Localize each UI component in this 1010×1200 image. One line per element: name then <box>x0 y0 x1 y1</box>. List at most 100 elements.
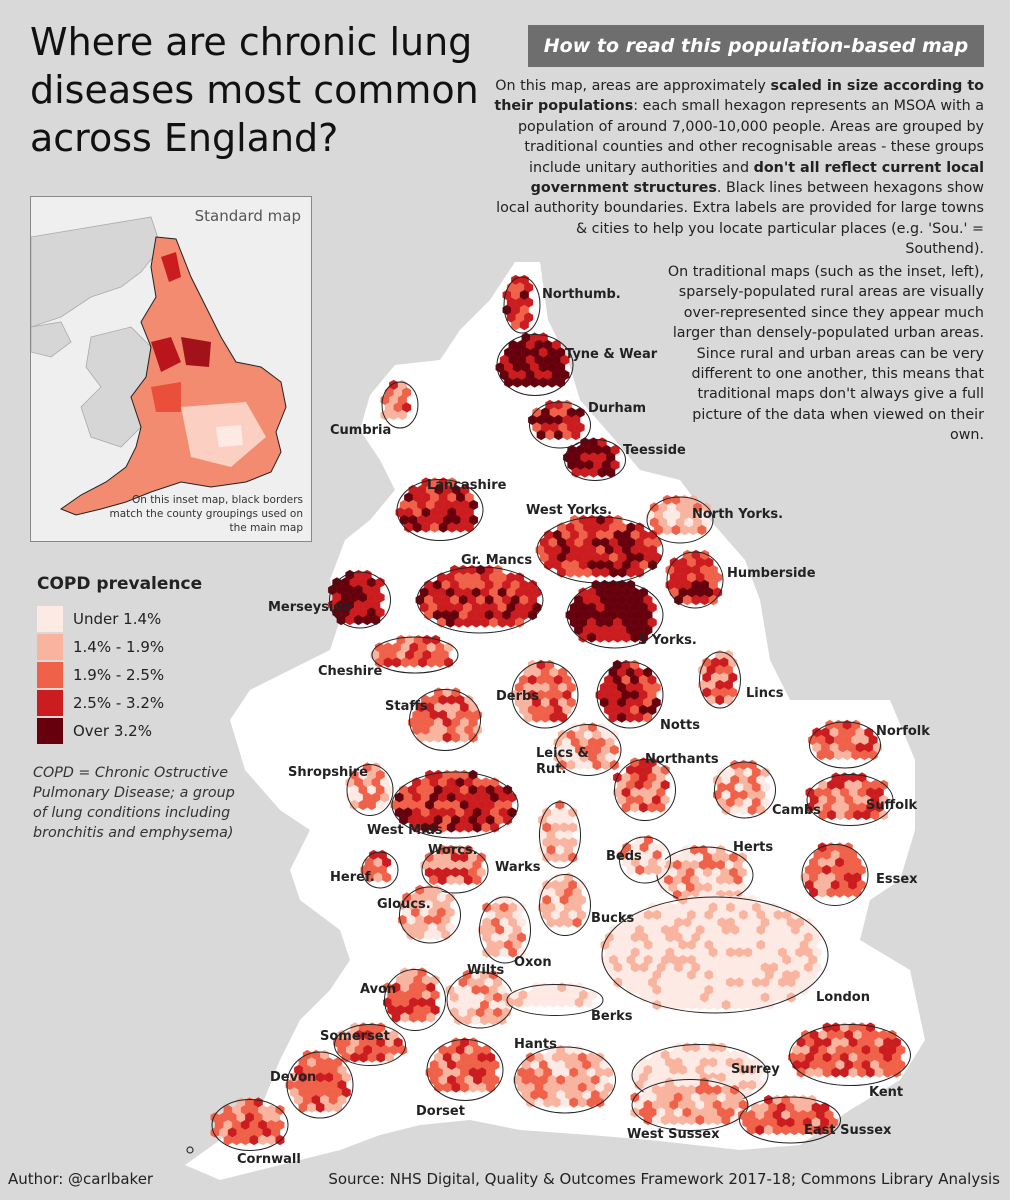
legend: Under 1.4% 1.4% - 1.9% 1.9% - 2.5% 2.5% … <box>37 605 164 745</box>
region-hex-cluster <box>510 659 579 729</box>
region-hex-cluster <box>655 844 754 904</box>
region-hex-cluster <box>360 849 399 889</box>
region-label: Wilts <box>467 963 505 978</box>
inset-caption: On this inset map, black borders match t… <box>109 494 304 534</box>
region-outline <box>601 896 829 1014</box>
hex-layer <box>210 274 911 1151</box>
region-label: Tyne & Wear <box>565 347 658 362</box>
legend-label: 2.5% - 3.2% <box>73 694 165 712</box>
msoa-hexagon <box>656 802 666 813</box>
region-hex-cluster <box>535 514 664 584</box>
region-outline <box>809 721 881 769</box>
region-outline <box>666 551 724 609</box>
region-hex-cluster <box>538 799 581 869</box>
msoa-hexagon <box>516 947 526 958</box>
msoa-hexagon <box>397 409 407 421</box>
region-outline <box>399 886 461 944</box>
region-label: Cambs <box>772 803 821 818</box>
region-label: Gloucs. <box>377 897 431 912</box>
msoa-hexagon <box>572 917 582 928</box>
legend-label: 1.4% - 1.9% <box>73 638 165 656</box>
msoa-hexagon <box>468 732 478 743</box>
msoa-hexagon <box>824 1124 834 1136</box>
region-hex-cluster <box>395 477 484 541</box>
region-label: Shropshire <box>288 765 368 780</box>
msoa-hexagon <box>852 887 862 898</box>
region-outline <box>409 689 481 751</box>
region-hex-cluster <box>808 719 882 769</box>
region-label: North Yorks. <box>692 507 784 522</box>
legend-swatch <box>37 690 63 716</box>
msoa-hexagon <box>556 377 566 388</box>
region-label: Somerset <box>320 1029 390 1044</box>
region-outline <box>416 566 544 634</box>
region-outline <box>739 1096 841 1144</box>
region-label: Lincs <box>746 686 784 701</box>
region-label: Merseyside <box>268 600 352 615</box>
region-outline <box>396 479 484 541</box>
inset-standard-map: Standard map On this inset map, black bo… <box>30 196 312 542</box>
region-label: Cumbria <box>330 423 392 438</box>
region-outline <box>529 401 591 449</box>
howto-paragraph-1: On this map, areas are approximately sca… <box>494 78 984 258</box>
region-hex-cluster <box>380 379 419 429</box>
region-label: Derbs <box>496 689 540 704</box>
region-label: S Yorks. <box>638 633 697 648</box>
legend-label: 1.9% - 2.5% <box>73 666 165 684</box>
region-hex-cluster <box>370 634 459 674</box>
legend-swatch <box>37 634 63 660</box>
region-hex-cluster <box>420 844 489 894</box>
region-outline <box>806 774 894 826</box>
page-title: Where are chronic lung diseases most com… <box>30 20 479 160</box>
inset-nireland <box>31 321 72 358</box>
region-outline <box>554 724 622 776</box>
msoa-hexagon <box>652 864 662 876</box>
region-label: Cornwall <box>237 1152 301 1167</box>
region-hex-cluster <box>630 1077 749 1131</box>
region-outline <box>714 761 776 819</box>
region-outline <box>361 851 399 889</box>
region-outline <box>539 874 591 936</box>
region-hex-cluster <box>505 982 604 1016</box>
region-outline <box>619 836 671 884</box>
legend-item: 2.5% - 3.2% <box>37 689 164 717</box>
region-hex-cluster <box>698 649 741 709</box>
region-label: West Yorks. <box>526 503 613 518</box>
region-hex-cluster <box>665 549 724 609</box>
legend-swatch <box>37 662 63 688</box>
inset-london <box>216 425 243 447</box>
msoa-hexagon <box>891 1067 901 1078</box>
region-label: Northumb. <box>542 287 621 302</box>
region-hex-cluster <box>502 274 541 334</box>
region-label: East Sussex <box>804 1123 892 1138</box>
region-hex-cluster <box>383 967 446 1031</box>
howto-banner: How to read this population-based map <box>528 25 984 67</box>
region-outline <box>211 1099 289 1151</box>
region-hex-cluster <box>805 772 894 826</box>
inset-title: Standard map <box>194 207 301 225</box>
region-outline <box>596 661 664 729</box>
region-outline <box>631 1079 749 1131</box>
inset-hotspot-1 <box>161 252 181 282</box>
region-label: Kent <box>869 1085 904 1100</box>
legend-item: Over 3.2% <box>37 717 164 745</box>
region-hex-cluster <box>328 569 391 629</box>
region-outline <box>514 1046 616 1114</box>
inset-scotland <box>31 216 162 328</box>
region-outline <box>789 1024 911 1086</box>
region-hex-cluster <box>478 894 531 964</box>
legend-item: 1.9% - 2.5% <box>37 661 164 689</box>
region-hex-cluster <box>538 872 591 936</box>
inset-hotspot-3 <box>181 337 211 367</box>
region-outline <box>496 334 574 396</box>
legend-swatch <box>37 718 63 744</box>
region-hex-cluster <box>595 659 664 729</box>
msoa-hexagon <box>426 1012 436 1023</box>
region-label: Northants <box>645 752 719 767</box>
region-outline <box>426 1039 504 1101</box>
footer-author: Author: @carlbaker <box>8 1170 154 1188</box>
msoa-hexagon <box>382 872 392 883</box>
inset-midlands <box>151 382 181 412</box>
msoa-hexagon <box>375 799 385 811</box>
region-outline <box>334 1024 406 1066</box>
